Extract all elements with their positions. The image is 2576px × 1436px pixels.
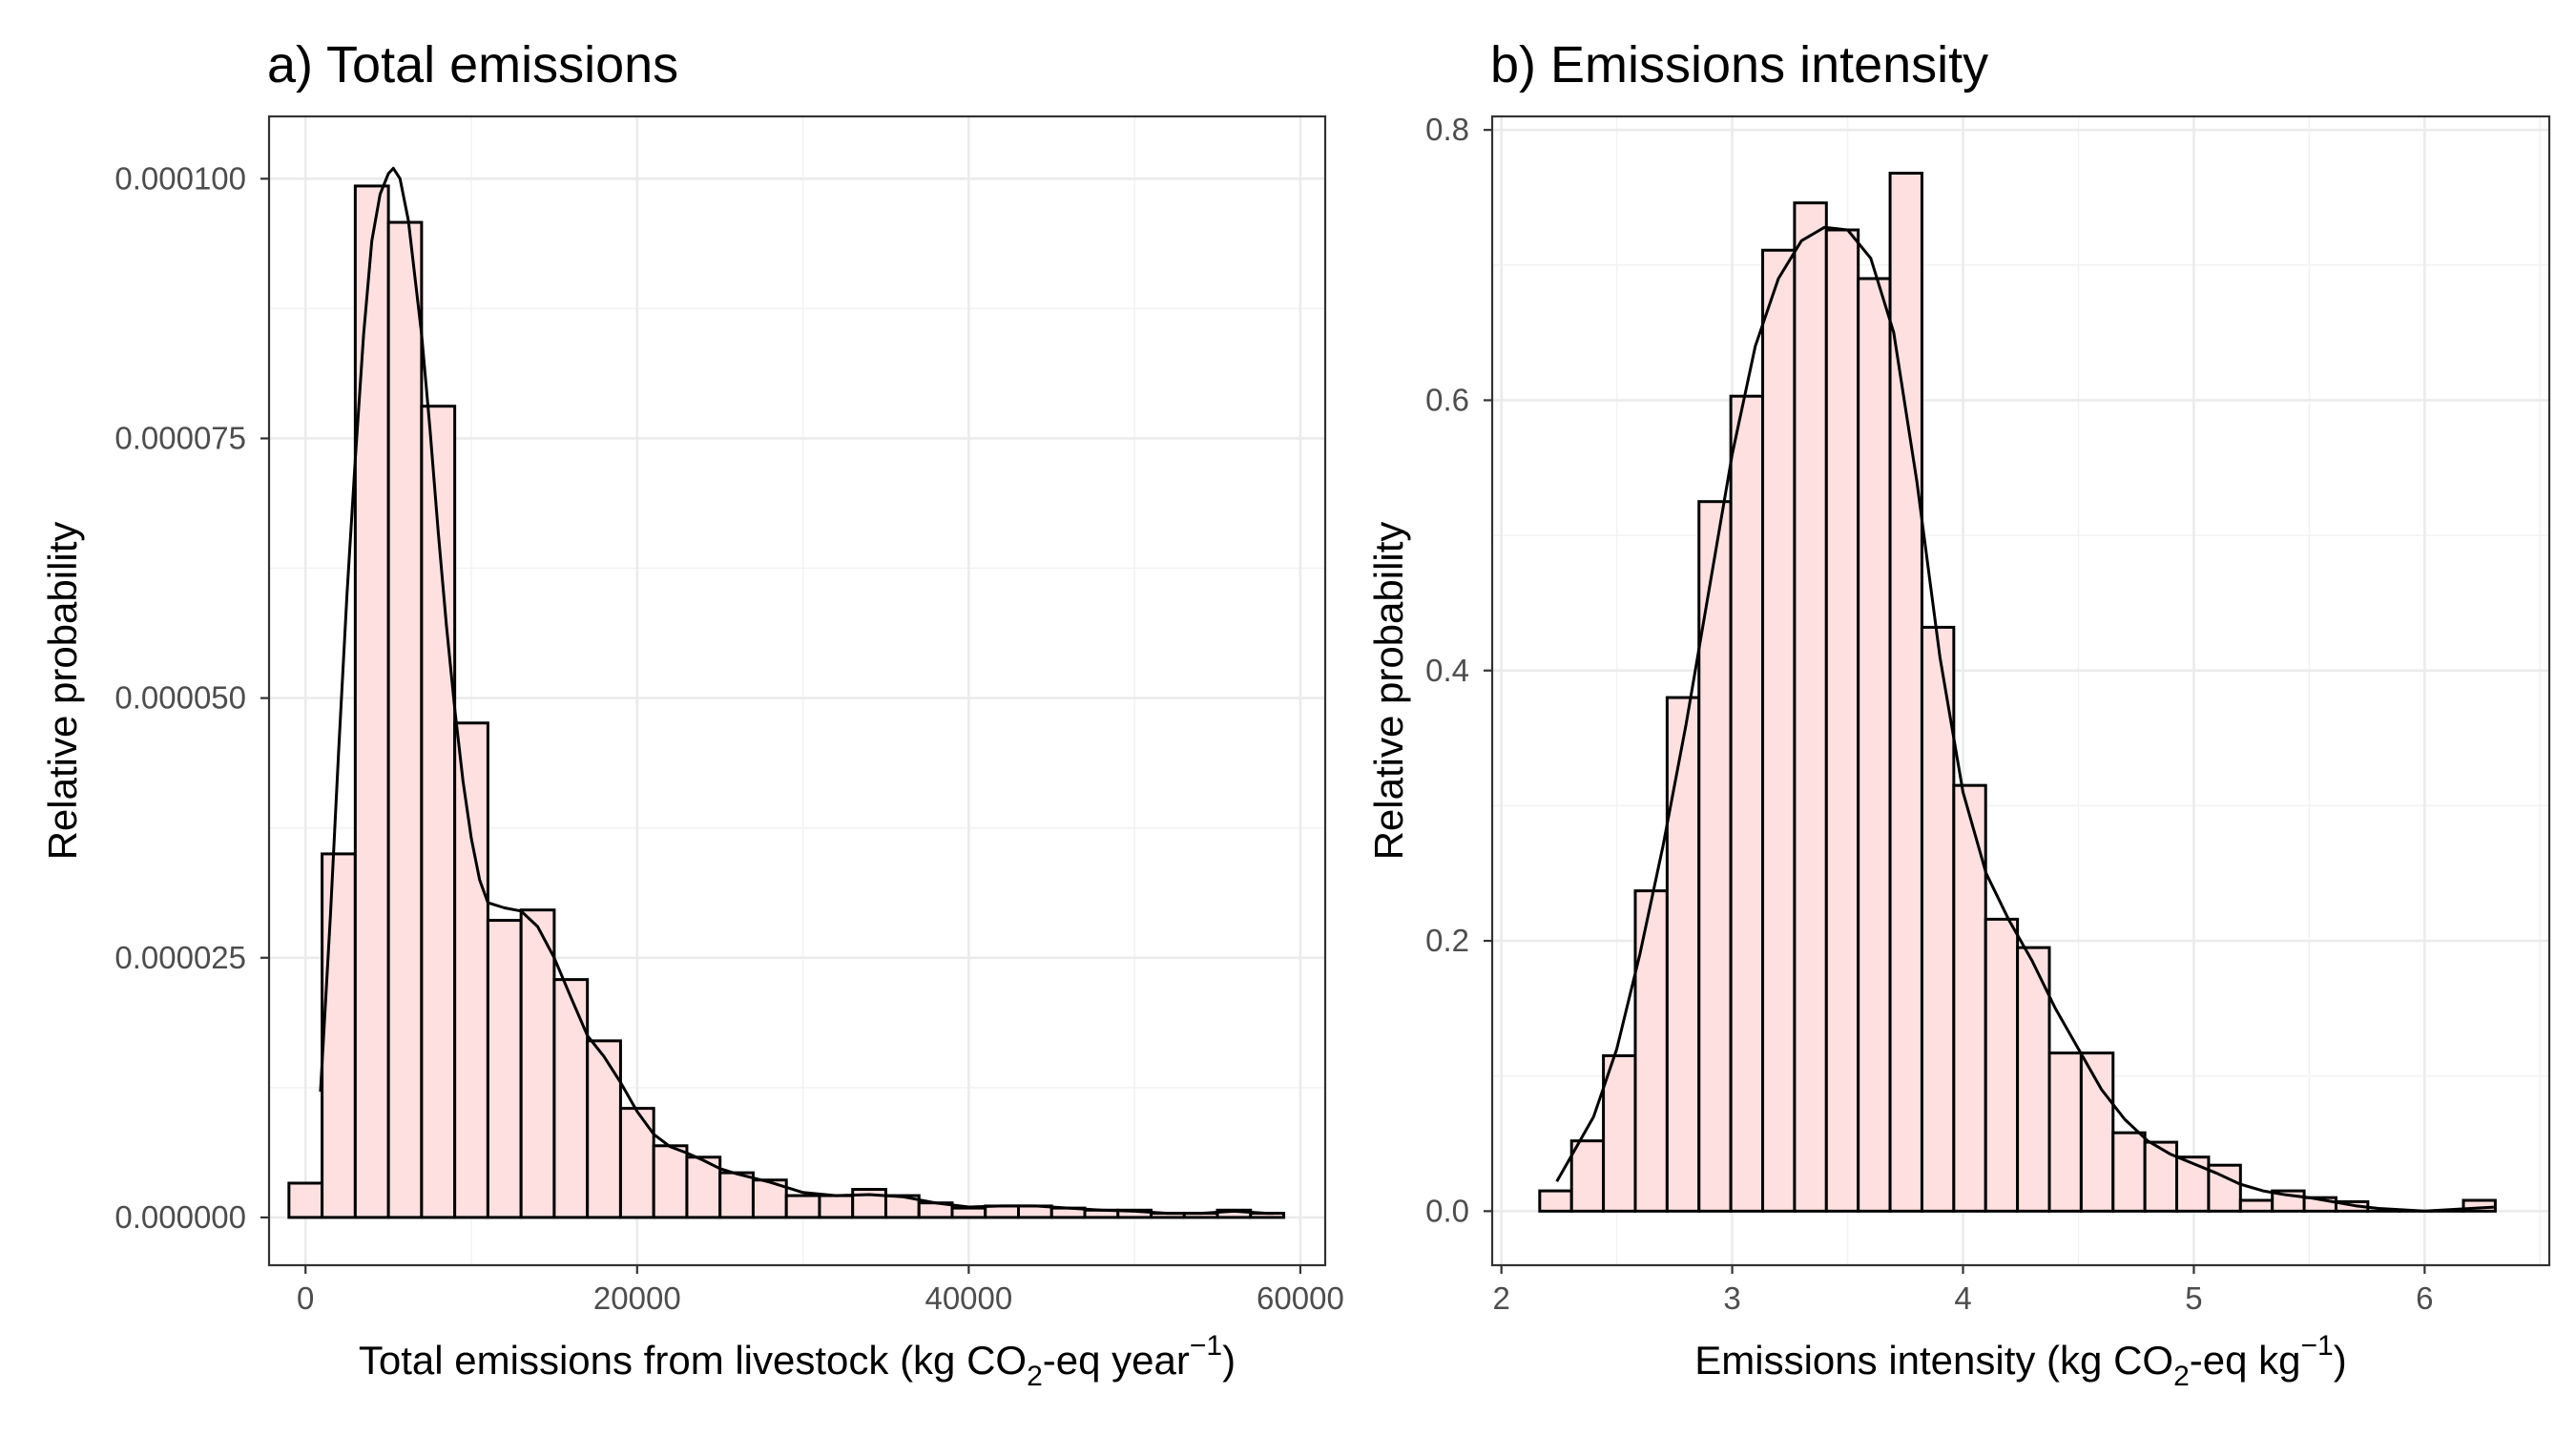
x-axis-label: Emissions intensity (kg CO2-eq kg−1) — [1694, 1330, 2346, 1392]
histogram-bar — [654, 1146, 687, 1217]
x-tick-label: 6 — [2416, 1280, 2433, 1316]
histogram-bar — [2113, 1133, 2145, 1211]
x-tick-label: 20000 — [593, 1280, 681, 1316]
x-tick-label: 0 — [297, 1280, 314, 1316]
chart-title: a) Total emissions — [267, 36, 678, 94]
histogram-bar — [588, 1041, 621, 1217]
histogram-bar — [1826, 230, 1858, 1211]
x-tick-label: 40000 — [924, 1280, 1012, 1316]
chart-title: b) Emissions intensity — [1490, 36, 1988, 94]
histogram-bar — [2145, 1142, 2176, 1211]
y-tick-label: 0.000100 — [114, 160, 246, 196]
y-tick-label: 0.000000 — [114, 1199, 246, 1235]
y-tick-label: 0.2 — [1425, 923, 1469, 958]
histogram-bar — [1731, 396, 1762, 1211]
y-axis-label: Relative probability — [1366, 522, 1411, 861]
histogram-bar — [2081, 1053, 2112, 1212]
x-tick-label: 3 — [1723, 1280, 1740, 1316]
histogram-bar — [2177, 1157, 2209, 1212]
histogram-bar — [1699, 502, 1731, 1212]
histogram-bar — [355, 186, 388, 1217]
y-tick-label: 0.000050 — [114, 680, 246, 716]
histogram-bar — [554, 980, 588, 1217]
histogram-bar — [1859, 279, 1890, 1211]
x-tick-label: 2 — [1492, 1280, 1509, 1316]
histogram-bar — [2049, 1053, 2081, 1212]
histogram-bar — [1954, 785, 1985, 1211]
y-tick-label: 0.000075 — [114, 420, 246, 455]
histogram-bar — [2240, 1200, 2272, 1211]
x-tick-label: 4 — [1954, 1280, 1971, 1316]
histogram-bar — [1540, 1191, 1571, 1211]
y-tick-label: 0.4 — [1425, 653, 1469, 688]
histogram-bar — [1667, 697, 1698, 1211]
histogram-bar — [1604, 1055, 1635, 1211]
panel-emissions-intensity: 0.0 0.2 0.4 0.6 0.8 2 3 4 5 6 b) Emissions intensi… — [1366, 36, 2549, 1392]
histogram-bar — [1763, 250, 1795, 1211]
x-tick-label: 5 — [2185, 1280, 2202, 1316]
histogram-bar — [620, 1109, 654, 1217]
histogram-bar — [1985, 919, 2017, 1211]
panel-total-emissions: 0.000000 0.000025 0.000050 0.000075 0.000100… — [40, 36, 1344, 1392]
histogram-bar — [1890, 173, 1922, 1211]
histogram-bar — [488, 921, 521, 1217]
histogram-bar — [952, 1208, 986, 1217]
histogram-bar — [720, 1173, 754, 1217]
y-tick-label: 0.0 — [1425, 1193, 1469, 1228]
x-tick-label: 60000 — [1257, 1280, 1344, 1316]
histogram-bar — [1795, 203, 1826, 1212]
x-axis-label: Total emissions from livestock (kg CO2-e… — [359, 1330, 1236, 1392]
histogram-bar — [1571, 1141, 1603, 1212]
histogram-bar — [289, 1183, 322, 1217]
histogram-bar — [1635, 891, 1667, 1212]
histogram-bar — [388, 222, 422, 1217]
histogram-bar — [521, 910, 554, 1217]
histogram-bar — [786, 1196, 820, 1217]
y-tick-label: 0.6 — [1425, 382, 1469, 417]
histogram-bar — [820, 1196, 853, 1217]
histogram-bar — [455, 723, 488, 1217]
y-tick-label: 0.000025 — [114, 940, 246, 975]
y-tick-label: 0.8 — [1425, 112, 1469, 147]
y-axis-label: Relative probability — [40, 522, 85, 861]
histogram-bar — [322, 854, 356, 1217]
